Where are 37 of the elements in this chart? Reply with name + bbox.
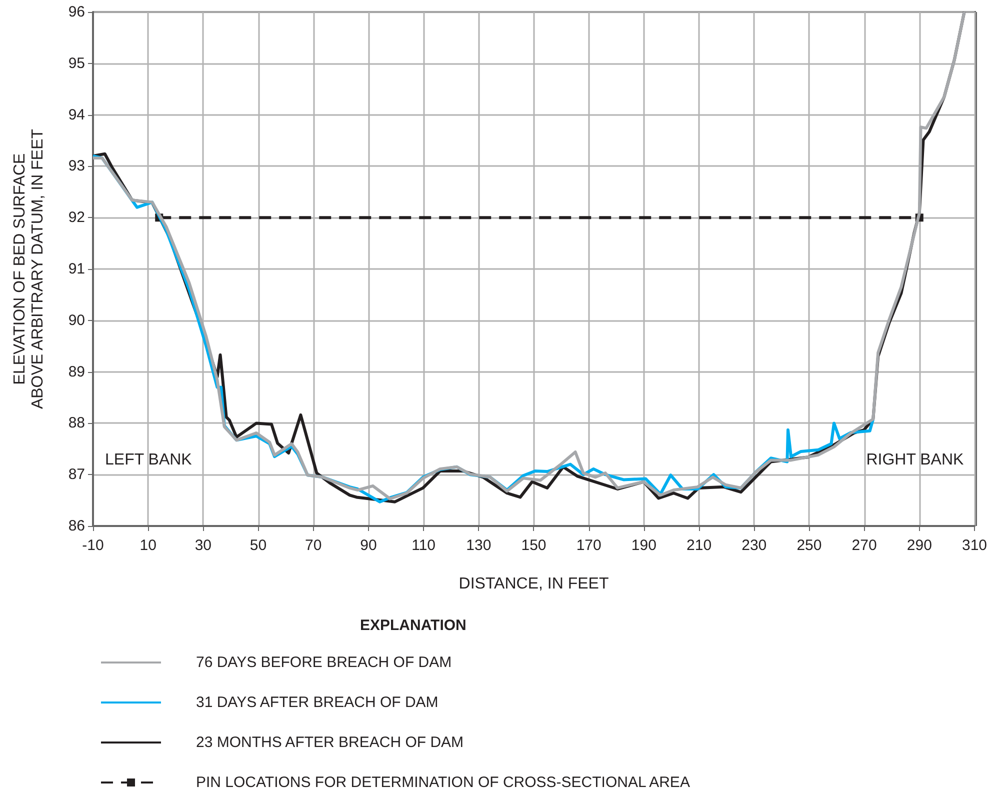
y-tick-label: 92 (68, 209, 85, 226)
x-tick-label: 50 (250, 537, 267, 554)
x-tick-label: 90 (360, 537, 377, 554)
legend-title: EXPLANATION (360, 617, 466, 634)
legend-label: 31 DAYS AFTER BREACH OF DAM (196, 694, 438, 711)
x-tick-label: 110 (412, 537, 436, 554)
y-tick-label: 95 (68, 54, 85, 72)
x-tick-label: 30 (194, 537, 212, 554)
annotation: LEFT BANK (105, 452, 192, 468)
x-tick-label: -10 (82, 537, 104, 554)
y-axis-title: ELEVATION OF BED SURFACE ABOVE ARBITRARY DATUM, IN FEET (12, 128, 46, 410)
x-tick-label: 250 (796, 537, 822, 554)
x-tick-label: 310 (962, 537, 987, 554)
x-axis-title: DISTANCE, IN FEET (458, 576, 609, 592)
y-tick-label: 91 (68, 260, 85, 278)
x-tick-label: 170 (576, 537, 602, 554)
y-tick-label: 88 (68, 414, 85, 432)
y-tick-label: 87 (68, 466, 85, 484)
y-tick-label: 90 (68, 312, 85, 329)
x-tick-label: 130 (466, 537, 492, 554)
legend-label: 23 MONTHS AFTER BREACH OF DAM (196, 734, 464, 751)
x-tick-label: 270 (852, 537, 877, 554)
x-tick-label: 190 (631, 537, 656, 554)
x-tick-label: 210 (686, 537, 712, 554)
legend-label: 76 DAYS BEFORE BREACH OF DAM (196, 654, 452, 671)
y-tick-label: 96 (68, 4, 85, 20)
x-tick-label: 290 (906, 537, 932, 554)
x-tick-label: 150 (521, 537, 546, 554)
annotation: RIGHT BANK (866, 452, 964, 468)
y-tick-label: 94 (68, 106, 85, 124)
y-tick-label: 89 (68, 363, 85, 380)
y-tick-label: 93 (68, 158, 85, 175)
y-tick-label: 86 (68, 518, 85, 534)
x-tick-label: 70 (305, 537, 322, 554)
x-tick-label: 230 (742, 537, 767, 554)
legend-label: PIN LOCATIONS FOR DETERMINATION OF CROSS-SECTIONAL AREA (196, 774, 690, 791)
x-tick-label: 10 (140, 537, 156, 554)
